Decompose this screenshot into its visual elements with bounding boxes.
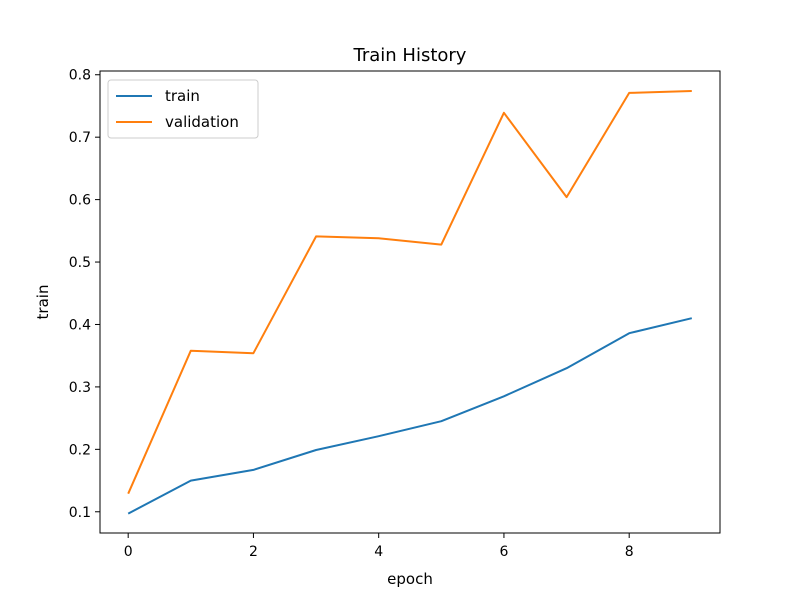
y-axis-label: train [34,285,52,320]
x-tick-label: 6 [499,544,508,560]
x-tick-label: 2 [249,544,258,560]
y-tick-label: 0.8 [69,68,91,84]
legend-label-validation: validation [165,113,239,131]
plot-frame [99,70,721,534]
y-tick-label: 0.4 [69,317,91,333]
x-tick-label: 0 [124,544,133,560]
legend-label-train: train [165,87,200,105]
y-tick-label: 0.7 [69,130,91,146]
legend: train validation [107,79,259,139]
legend-box [107,79,259,139]
chart-title: Train History [353,45,467,66]
y-tick-label: 0.1 [69,505,91,521]
y-tick-label: 0.2 [69,442,91,458]
y-tick-label: 0.3 [69,380,91,396]
x-tick-label: 4 [374,544,383,560]
y-tick-label: 0.5 [69,255,91,271]
x-axis: 0 2 4 6 8 [124,533,634,560]
y-tick-label: 0.6 [69,193,91,209]
series-lines [127,90,693,515]
y-axis: 0.1 0.2 0.3 0.4 0.5 0.6 0.7 0.8 [69,68,100,521]
x-axis-label: epoch [387,570,433,588]
series-line-train [127,317,693,515]
x-tick-label: 8 [625,544,634,560]
series-line-validation [127,90,692,495]
